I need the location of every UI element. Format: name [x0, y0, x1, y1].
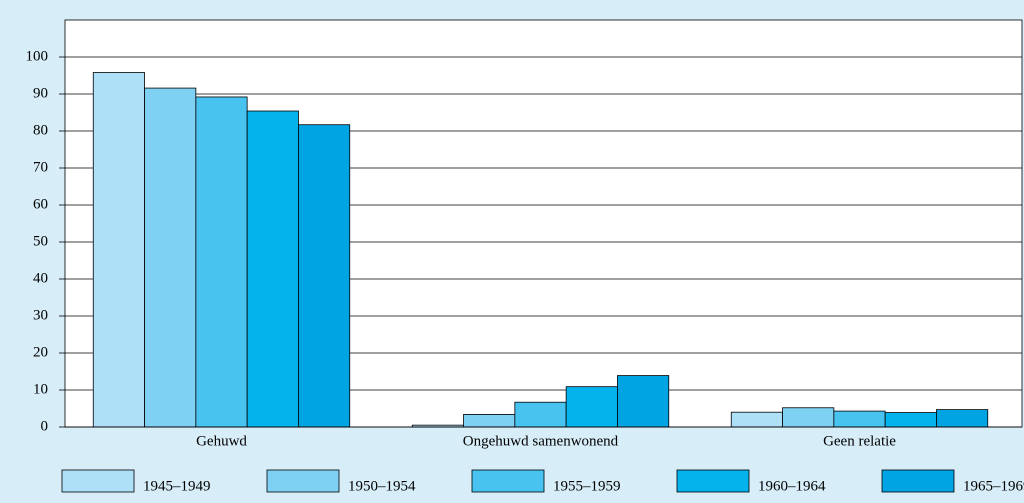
legend-label: 1945–1949	[143, 478, 211, 494]
y-tick-label: 100	[26, 48, 49, 64]
y-tick-label: 70	[33, 159, 48, 175]
bar	[463, 414, 516, 428]
y-tick-label: 80	[33, 122, 48, 138]
bar	[246, 110, 299, 428]
plot-border	[64, 19, 1023, 428]
bar	[782, 407, 835, 428]
legend-swatch	[881, 469, 955, 493]
y-tick-label: 90	[33, 85, 48, 101]
bar	[936, 409, 989, 428]
bar	[833, 410, 886, 428]
y-tick-label: 0	[41, 418, 49, 434]
y-tick-label: 10	[33, 381, 48, 397]
bar	[884, 412, 937, 428]
bar	[514, 401, 567, 428]
legend-swatch	[676, 469, 750, 493]
x-tick-label: Geen relatie	[823, 433, 896, 449]
y-tick-label: 50	[33, 233, 48, 249]
legend-swatch	[266, 469, 340, 493]
bar	[92, 72, 145, 428]
y-tick-label: 20	[33, 344, 48, 360]
y-tick-label: 60	[33, 196, 48, 212]
bar	[565, 386, 618, 428]
legend-swatch	[61, 469, 135, 493]
bar	[298, 124, 351, 428]
x-tick-label: Gehuwd	[196, 433, 247, 449]
bar	[730, 411, 783, 428]
y-tick-label: 40	[33, 270, 48, 286]
bar	[144, 87, 197, 428]
bar	[617, 375, 670, 428]
legend-swatch	[471, 469, 545, 493]
legend-label: 1955–1959	[553, 478, 621, 494]
legend-label: 1950–1954	[348, 478, 416, 494]
legend-label: 1960–1964	[758, 478, 826, 494]
y-tick-label: 30	[33, 307, 48, 323]
x-tick-label: Ongehuwd samenwonend	[463, 433, 619, 449]
legend-label: 1965–1969	[963, 478, 1024, 494]
bar	[195, 96, 248, 428]
